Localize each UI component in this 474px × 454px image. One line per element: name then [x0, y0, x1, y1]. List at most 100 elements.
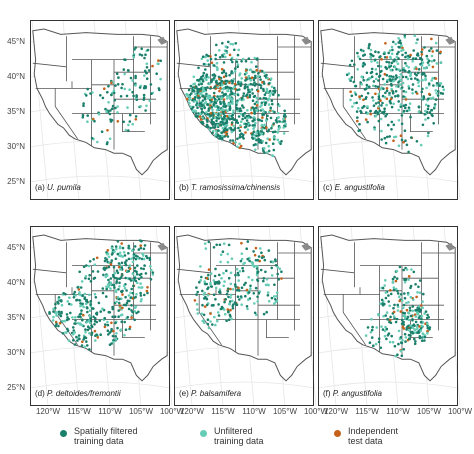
- occurrence-point: [409, 330, 413, 334]
- occurrence-point: [229, 127, 233, 130]
- occurrence-point: [207, 107, 211, 110]
- occurrence-point: [428, 326, 432, 329]
- occurrence-point: [435, 49, 439, 52]
- occurrence-point: [82, 338, 85, 341]
- occurrence-point: [428, 92, 431, 96]
- occurrence-point: [246, 96, 250, 99]
- occurrence-point: [227, 318, 231, 322]
- occurrence-point: [409, 115, 412, 119]
- occurrence-point: [79, 304, 82, 308]
- occurrence-point: [265, 278, 269, 281]
- occurrence-point: [134, 74, 137, 78]
- occurrence-point: [220, 277, 223, 280]
- occurrence-point: [221, 83, 224, 87]
- occurrence-point: [260, 251, 263, 254]
- occurrence-point: [256, 279, 260, 283]
- occurrence-point: [384, 91, 387, 95]
- occurrence-point: [280, 140, 283, 143]
- occurrence-point: [144, 85, 148, 88]
- occurrence-point: [396, 303, 400, 307]
- occurrence-point: [388, 91, 391, 95]
- occurrence-point: [227, 103, 230, 106]
- occurrence-point: [229, 271, 233, 275]
- occurrence-point: [369, 330, 373, 334]
- occurrence-point: [223, 135, 226, 138]
- occurrence-point: [247, 298, 250, 302]
- occurrence-point: [263, 147, 266, 150]
- occurrence-point: [127, 244, 131, 248]
- occurrence-point: [58, 313, 61, 316]
- occurrence-point: [114, 106, 117, 110]
- occurrence-point: [394, 95, 397, 98]
- occurrence-point: [103, 316, 106, 320]
- occurrence-point: [265, 283, 269, 287]
- occurrence-point: [282, 126, 285, 129]
- occurrence-point: [384, 325, 387, 329]
- occurrence-point: [262, 149, 265, 152]
- map-panel: (e) P. balsamifera: [173, 225, 317, 407]
- occurrence-point: [110, 107, 114, 111]
- occurrence-point: [120, 242, 123, 245]
- occurrence-point: [211, 131, 214, 135]
- occurrence-point: [213, 125, 217, 129]
- occurrence-point: [382, 87, 385, 90]
- occurrence-point: [263, 123, 266, 127]
- occurrence-point: [366, 92, 370, 95]
- occurrence-point: [266, 294, 270, 297]
- occurrence-point: [84, 328, 87, 331]
- occurrence-point: [109, 263, 113, 266]
- occurrence-point: [230, 91, 233, 94]
- occurrence-point: [251, 278, 254, 282]
- occurrence-point: [93, 319, 97, 323]
- occurrence-point: [131, 260, 135, 264]
- occurrence-point: [421, 87, 424, 91]
- occurrence-point: [115, 269, 119, 273]
- occurrence-point: [402, 348, 406, 351]
- occurrence-point: [107, 278, 110, 282]
- occurrence-point: [212, 293, 216, 297]
- occurrence-point: [222, 94, 225, 97]
- occurrence-point: [203, 242, 207, 245]
- occurrence-point: [156, 62, 160, 65]
- occurrence-point: [413, 337, 416, 341]
- occurrence-point: [439, 50, 442, 54]
- occurrence-point: [205, 78, 208, 82]
- occurrence-point: [351, 105, 354, 108]
- occurrence-point: [199, 279, 202, 282]
- occurrence-point: [407, 300, 410, 304]
- occurrence-point: [398, 76, 401, 79]
- occurrence-point: [105, 285, 108, 289]
- occurrence-point: [278, 104, 281, 108]
- occurrence-point: [433, 104, 437, 108]
- occurrence-point: [419, 320, 423, 324]
- occurrence-point: [110, 246, 114, 250]
- occurrence-point: [393, 275, 396, 279]
- occurrence-point: [237, 126, 240, 130]
- occurrence-point: [403, 36, 407, 39]
- occurrence-point: [405, 308, 409, 312]
- occurrence-point: [407, 70, 410, 74]
- occurrence-point: [146, 286, 149, 289]
- occurrence-point: [132, 94, 135, 98]
- occurrence-point: [92, 117, 95, 121]
- occurrence-point: [273, 86, 276, 90]
- occurrence-point: [235, 58, 238, 61]
- occurrence-point: [260, 130, 264, 133]
- occurrence-point: [405, 109, 409, 113]
- occurrence-point: [389, 97, 393, 101]
- occurrence-point: [86, 344, 89, 347]
- occurrence-point: [85, 340, 88, 343]
- occurrence-point: [81, 302, 84, 306]
- occurrence-point: [381, 286, 385, 290]
- occurrence-point: [407, 324, 410, 328]
- occurrence-point: [420, 324, 424, 328]
- occurrence-point: [220, 96, 224, 99]
- occurrence-point: [383, 334, 387, 338]
- occurrence-point: [236, 137, 239, 141]
- occurrence-point: [200, 93, 203, 96]
- occurrence-point: [257, 255, 261, 258]
- lon-tick-label: 110°W: [98, 407, 122, 416]
- occurrence-point: [252, 250, 255, 253]
- occurrence-point: [409, 314, 413, 318]
- occurrence-point: [127, 307, 131, 311]
